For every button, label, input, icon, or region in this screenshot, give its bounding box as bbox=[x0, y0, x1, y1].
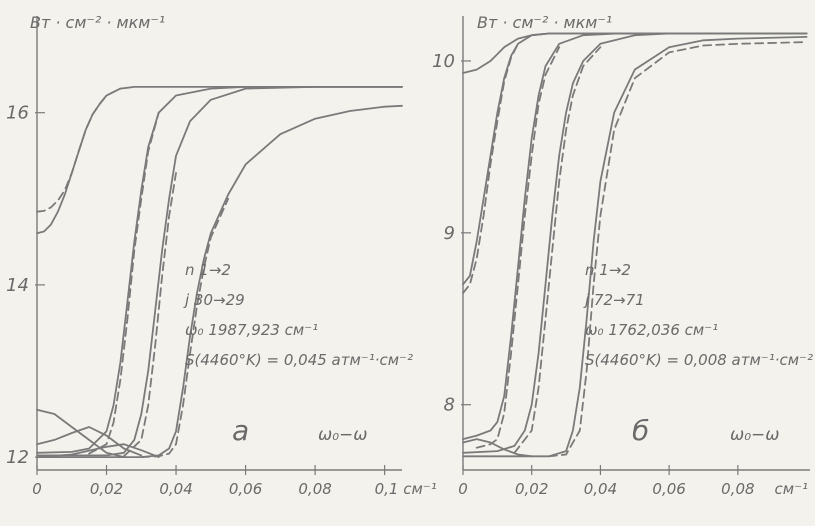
dashed-series-line bbox=[548, 41, 808, 458]
panel-label: б bbox=[632, 414, 649, 447]
x-axis-label: ω₀−ω bbox=[318, 425, 368, 445]
series-line bbox=[36, 104, 403, 459]
x-tick-label: 0,04 bbox=[159, 480, 192, 498]
dashed-series-line bbox=[123, 172, 177, 458]
annotation: j 30→29 bbox=[183, 291, 245, 309]
series-line bbox=[462, 32, 808, 74]
dashed-series-line bbox=[140, 197, 230, 459]
x-tick-label: 0,04 bbox=[584, 480, 617, 498]
series-line bbox=[36, 86, 403, 457]
series-line bbox=[36, 443, 160, 459]
dashed-series-line bbox=[462, 42, 519, 294]
y-tick-label: 9 bbox=[444, 223, 455, 244]
annotation: j 72→71 bbox=[583, 291, 645, 309]
y-tick-label: 16 bbox=[6, 103, 29, 124]
panel-b: 0 0,02 0,04 0,06 0,08 см⁻¹ 8 9 10 Вт · см⁻² · мкм… bbox=[432, 13, 813, 498]
x-tick-label: 0,1 см⁻¹ bbox=[375, 480, 437, 498]
annotation: n 1→2 bbox=[185, 261, 231, 279]
y-tick-label: 8 bbox=[444, 395, 455, 416]
series-line bbox=[462, 36, 808, 458]
panel-a: 0 0,02 0,04 0,06 0,08 0,1 см⁻¹ 12 14 16 Вт · см⁻²… bbox=[6, 13, 437, 498]
x-tick-label: 0 bbox=[32, 480, 42, 498]
x-tick-label: 0,08 bbox=[298, 480, 331, 498]
series-line bbox=[462, 32, 808, 286]
annotation: S(4460°K) = 0,045 атм⁻¹·см⁻² bbox=[185, 351, 413, 369]
y-tick-label: 14 bbox=[6, 275, 29, 296]
series-line bbox=[36, 408, 125, 459]
series-line bbox=[36, 426, 143, 457]
x-unit-label: см⁻¹ bbox=[775, 480, 809, 498]
dashed-series-line bbox=[36, 87, 122, 213]
x-axis-label: ω₀−ω bbox=[730, 425, 780, 445]
y-tick-label: 12 bbox=[6, 447, 29, 468]
x-tick-label: 0 bbox=[458, 480, 468, 498]
dashed-series-line bbox=[513, 46, 602, 454]
series-line bbox=[36, 86, 403, 454]
panel-label: а bbox=[232, 414, 249, 447]
annotation: n 1→2 bbox=[585, 261, 631, 279]
dashed-series-line bbox=[475, 46, 561, 449]
series-line bbox=[462, 32, 808, 454]
y-tick-label: 10 bbox=[432, 51, 455, 72]
series-line bbox=[36, 86, 403, 235]
x-tick-label: 0,02 bbox=[90, 480, 123, 498]
y-axis-label: Вт · см⁻² · мкм⁻¹ bbox=[30, 13, 165, 32]
x-tick-label: 0,02 bbox=[515, 480, 548, 498]
series-line bbox=[462, 32, 808, 441]
annotation: ω₀ 1762,036 см⁻¹ bbox=[585, 321, 718, 339]
dashed-series-line bbox=[88, 111, 160, 455]
y-axis-label: Вт · см⁻² · мкм⁻¹ bbox=[477, 13, 612, 32]
annotation: S(4460°K) = 0,008 атм⁻¹·см⁻² bbox=[585, 351, 813, 369]
x-tick-label: 0,06 bbox=[229, 480, 262, 498]
x-tick-label: 0,08 bbox=[721, 480, 754, 498]
x-tick-label: 0,06 bbox=[652, 480, 685, 498]
annotation: ω₀ 1987,923 см⁻¹ bbox=[185, 321, 318, 339]
series-line bbox=[462, 438, 533, 458]
